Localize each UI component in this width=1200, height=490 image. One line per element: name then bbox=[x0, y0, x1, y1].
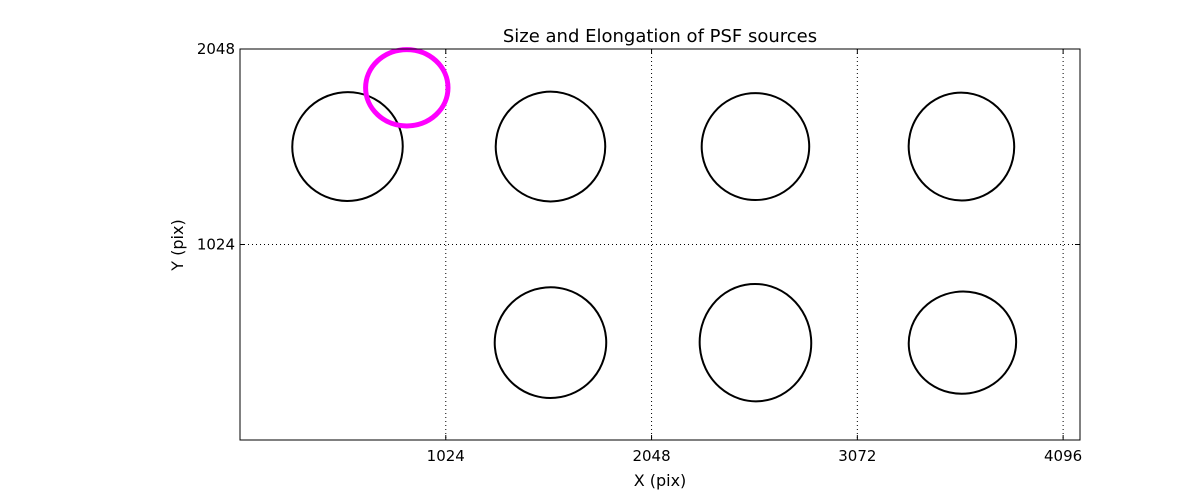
x-axis-label: X (pix) bbox=[634, 471, 687, 490]
x-tick-label: 3072 bbox=[838, 447, 876, 465]
psf-source-highlight bbox=[363, 47, 451, 129]
psf-source-ellipse bbox=[698, 282, 813, 403]
y-tick-label: 2048 bbox=[197, 40, 235, 58]
x-tick-label: 1024 bbox=[427, 447, 465, 465]
x-tick-label: 2048 bbox=[632, 447, 670, 465]
psf-source-ellipse bbox=[493, 286, 608, 400]
psf-source-ellipse bbox=[907, 91, 1016, 202]
chart-title: Size and Elongation of PSF sources bbox=[503, 26, 817, 47]
y-tick-label: 1024 bbox=[197, 236, 235, 254]
y-axis-label: Y (pix) bbox=[168, 219, 187, 271]
psf-source-ellipse bbox=[907, 290, 1018, 395]
axis-ticks: 1024 2048 3072 4096 1024 2048 bbox=[197, 40, 1082, 465]
psf-source-ellipse bbox=[291, 91, 404, 202]
psf-source-ellipse bbox=[494, 90, 607, 203]
grid-lines bbox=[240, 49, 1080, 440]
x-tick-label: 4096 bbox=[1044, 447, 1082, 465]
psf-sources bbox=[291, 47, 1018, 403]
psf-source-ellipse bbox=[700, 92, 811, 202]
